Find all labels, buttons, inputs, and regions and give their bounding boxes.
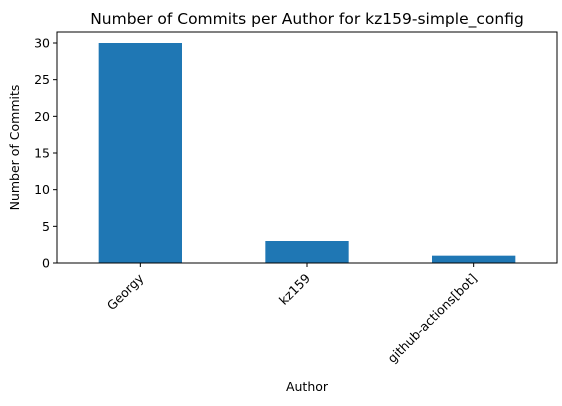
bar-kz159 (265, 241, 348, 263)
y-tick-label: 20 (34, 109, 50, 124)
chart-title: Number of Commits per Author for kz159-s… (90, 10, 524, 29)
x-axis-label: Author (286, 379, 329, 394)
y-tick-label: 10 (34, 182, 50, 197)
bar-georgy (99, 43, 182, 263)
y-tick-label: 15 (34, 146, 50, 161)
y-axis-label: Number of Commits (7, 85, 22, 211)
y-tick-label: 30 (34, 36, 50, 51)
y-tick-label: 5 (42, 219, 50, 234)
y-tick-label: 0 (42, 256, 50, 271)
y-tick-label: 25 (34, 72, 50, 87)
bar-github-actions-bot- (432, 256, 515, 263)
